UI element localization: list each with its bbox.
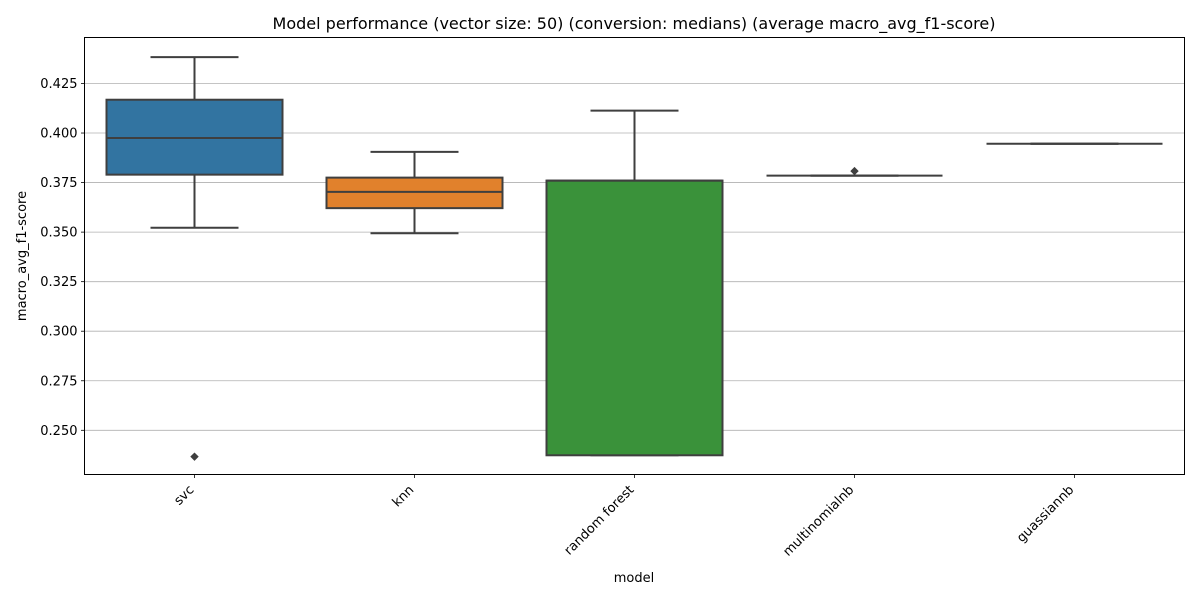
x-tick-label: knn	[390, 483, 418, 511]
x-tick-label: guassiannb	[1014, 483, 1077, 546]
box-group	[325, 150, 504, 235]
y-tick-label: 0.275	[40, 374, 77, 389]
y-tick-label: 0.300	[40, 325, 77, 340]
y-tick-label: 0.400	[40, 127, 77, 142]
box-layer	[105, 56, 1163, 461]
y-tick-label: 0.375	[40, 176, 77, 191]
y-tick-label: 0.325	[40, 275, 77, 290]
box-group	[545, 109, 724, 457]
x-axis-label: model	[614, 571, 654, 586]
y-axis-label: macro_avg_f1-score	[15, 191, 30, 321]
outlier-point	[190, 452, 199, 461]
y-tick-label: 0.350	[40, 226, 77, 241]
y-tick-label: 0.425	[40, 77, 77, 92]
x-tick-label: multinomialnb	[780, 483, 857, 560]
x-tick-label: random forest	[562, 483, 638, 559]
outlier-point	[850, 166, 859, 176]
x-axis: svc knn random forest multinomialnb guassian…	[171, 474, 1077, 560]
box-group	[105, 56, 284, 461]
y-axis: 0.250 0.275 0.300 0.325 0.350 0.375 0.400 0.425	[40, 77, 85, 439]
box	[545, 179, 724, 457]
box-group	[766, 166, 943, 177]
chart-title: Model performance (vector size: 50) (con…	[273, 14, 996, 34]
x-tick-label: svc	[171, 483, 197, 509]
y-tick-label: 0.250	[40, 424, 77, 439]
